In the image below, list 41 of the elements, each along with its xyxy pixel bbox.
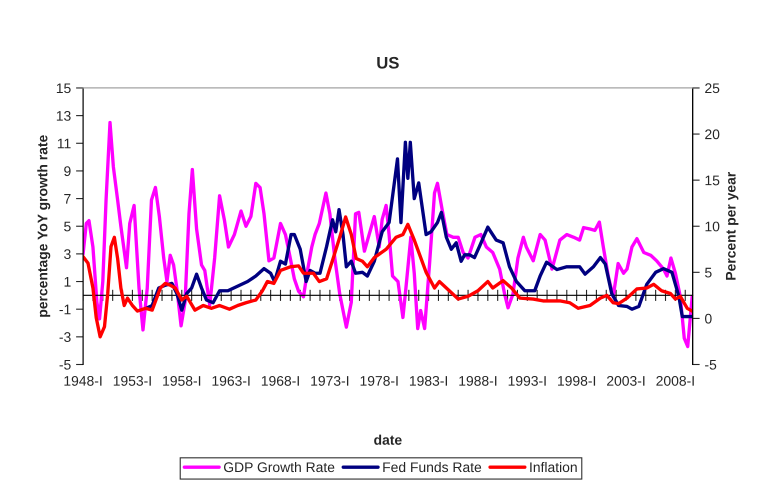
y-tick-label: 13	[56, 110, 71, 121]
chart-title: US	[377, 56, 399, 69]
y-tick-label: 3	[64, 249, 71, 260]
y-tick-label: 9	[64, 166, 71, 176]
y2-tick-label: 25	[705, 83, 720, 94]
y-tick-label: 5	[64, 222, 71, 232]
x-tick-label: 1998-I	[558, 376, 596, 386]
legend-label: Fed Funds Rate	[383, 462, 482, 472]
legend-label: Inflation	[530, 462, 577, 472]
y-tick-label: -3	[60, 332, 71, 342]
y-tick-label: 11	[58, 138, 71, 148]
x-tick-label: 1988-I	[459, 376, 496, 386]
x-tick-label: 1963-I	[212, 376, 250, 386]
x-tick-label: 1953-I	[114, 376, 151, 386]
x-tick-label: 1973-I	[311, 376, 348, 386]
x-tick-label: 2008-I	[656, 376, 694, 386]
y-tick-label: 7	[64, 194, 71, 204]
y2-tick-label: 20	[705, 129, 720, 140]
x-tick-label: 1948-I	[64, 376, 102, 386]
y2-axis-title: Percent per year	[726, 172, 738, 280]
y2-tick-label: 5	[705, 268, 712, 278]
y-tick-label: -1	[60, 304, 71, 314]
line-series	[83, 215, 693, 339]
x-tick-label: 2003-I	[607, 376, 644, 386]
y-tick-label: 1	[64, 277, 71, 287]
y-tick-label: -5	[60, 360, 71, 370]
y2-tick-label: 15	[706, 176, 720, 186]
x-tick-label: 1978-I	[360, 376, 398, 386]
line-series	[144, 140, 693, 318]
y2-tick-label: -5	[705, 360, 716, 370]
legend-label: GDP Growth Rate	[224, 462, 334, 472]
y-tick-label: 15	[56, 83, 71, 94]
y2-tick-label: 0	[705, 314, 712, 324]
x-axis-title: date	[374, 434, 402, 445]
x-tick-label: 1993-I	[508, 376, 546, 386]
line-series	[83, 120, 693, 348]
y-axis-title: percentage YoY growth rate	[37, 135, 50, 317]
x-tick-label: 1983-I	[410, 376, 447, 386]
x-tick-label: 1968-I	[262, 376, 299, 386]
y2-tick-label: 10	[706, 222, 720, 232]
x-tick-label: 1958-I	[163, 376, 200, 386]
